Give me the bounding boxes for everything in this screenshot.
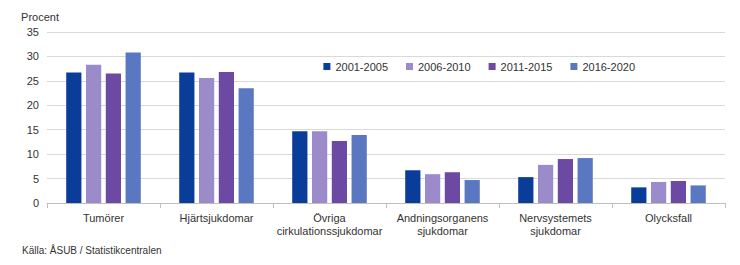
- svg-text:Källa: ÅSUB / Statistikcentral: Källa: ÅSUB / Statistikcentralen: [22, 244, 162, 256]
- svg-text:10: 10: [27, 148, 39, 160]
- svg-text:2016-2020: 2016-2020: [582, 61, 635, 73]
- svg-text:2006-2010: 2006-2010: [418, 61, 471, 73]
- svg-text:35: 35: [27, 26, 39, 38]
- svg-text:2011-2015: 2011-2015: [501, 61, 553, 73]
- svg-text:15: 15: [27, 124, 39, 136]
- svg-text:0: 0: [33, 197, 39, 209]
- svg-text:sjukdomar: sjukdomar: [417, 225, 468, 237]
- svg-text:30: 30: [27, 50, 39, 62]
- svg-text:2001-2005: 2001-2005: [335, 61, 388, 73]
- svg-text:cirkulationssjukdomar: cirkulationssjukdomar: [277, 225, 383, 237]
- svg-text:Andningsorganens: Andningsorganens: [397, 212, 489, 224]
- svg-text:Nervsystemets: Nervsystemets: [519, 212, 592, 224]
- svg-text:20: 20: [27, 99, 39, 111]
- svg-text:Procent: Procent: [21, 11, 59, 23]
- svg-text:Tumörer: Tumörer: [83, 212, 124, 224]
- svg-text:25: 25: [27, 75, 39, 87]
- svg-text:sjukdomar: sjukdomar: [530, 225, 581, 237]
- svg-text:Övriga: Övriga: [313, 212, 346, 224]
- svg-text:Hjärtsjukdomar: Hjärtsjukdomar: [180, 212, 254, 224]
- svg-text:5: 5: [33, 173, 39, 185]
- svg-text:Olycksfall: Olycksfall: [645, 212, 692, 224]
